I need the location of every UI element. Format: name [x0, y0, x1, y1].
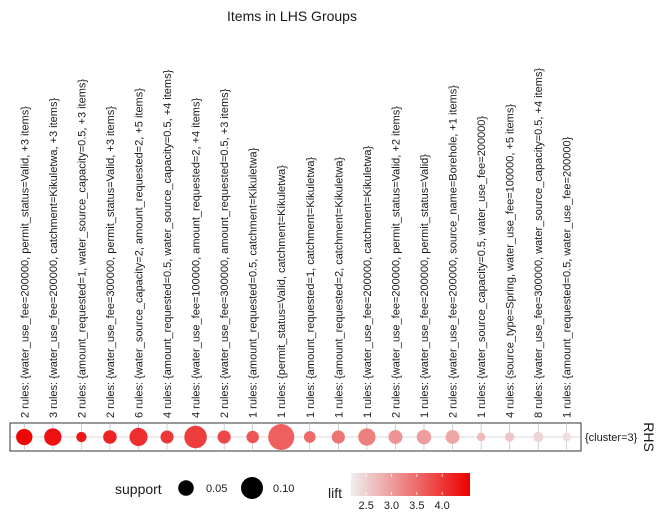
lift-color-bar — [351, 473, 470, 496]
support-legend-label-small: 0.05 — [206, 483, 227, 495]
lhs-group-label: 1 rules: {amount_requested=0.5, catchmen… — [248, 147, 260, 418]
lift-legend-tick-label: 4.0 — [435, 500, 450, 512]
lhs-group-label: 1 rules: {permit_status=Valid, catchment… — [276, 165, 288, 418]
data-point — [331, 430, 345, 444]
data-point — [16, 428, 33, 446]
lhs-group-label: 1 rules: {water_use_fee=200000, catchmen… — [362, 146, 374, 418]
lhs-group-label: 4 rules: {source_type=Spring, water_use_… — [505, 104, 517, 418]
lhs-group-label: 2 rules: {amount_requested=1, water_sour… — [76, 79, 88, 418]
lhs-group-label: 4 rules: {amount_requested=0.5, water_so… — [162, 69, 174, 418]
lhs-group-label: 2 rules: {water_use_fee=300000, permit_s… — [105, 106, 117, 418]
lift-legend-ticks: 2.5 3.0 3.5 4.0 — [359, 474, 450, 512]
lhs-group-labels: 2 rules: {water_use_fee=200000, permit_s… — [19, 68, 573, 418]
data-point — [504, 432, 515, 442]
data-point — [445, 430, 460, 444]
lhs-group-label: 2 rules: {water_use_fee=200000, permit_s… — [19, 106, 31, 418]
data-point — [129, 427, 148, 447]
lift-legend-title: lift — [328, 485, 342, 501]
lift-legend-tick-label: 3.5 — [409, 500, 424, 512]
plot-panel — [9, 422, 582, 452]
rhs-axis-title: RHS — [641, 422, 656, 452]
data-point — [268, 423, 295, 451]
data-point — [358, 428, 376, 446]
lhs-group-label: 3 rules: {water_use_fee=200000, catchmen… — [48, 98, 60, 418]
lhs-group-label: 2 rules: {water_use_fee=200000, source_n… — [448, 85, 460, 418]
lhs-group-label: 4 rules: {water_use_fee=100000, amount_r… — [191, 98, 203, 418]
lhs-group-label: 2 rules: {water_use_fee=200000, permit_s… — [390, 106, 402, 418]
data-point — [76, 431, 87, 443]
data-point — [416, 429, 432, 445]
lhs-group-label: 1 rules: {amount_requested=0.5, water_us… — [562, 136, 574, 418]
data-point — [184, 425, 207, 449]
lhs-group-label: 1 rules: {water_use_fee=200000, permit_s… — [419, 154, 431, 418]
data-point — [476, 432, 486, 442]
data-point — [246, 430, 259, 444]
lift-legend-tick-label: 3.0 — [384, 500, 399, 512]
lhs-group-label: 1 rules: {amount_requested=2, catchment=… — [333, 157, 345, 418]
support-legend-label-large: 0.10 — [273, 483, 294, 495]
data-points — [16, 423, 572, 451]
data-point — [388, 430, 403, 444]
support-legend-key-large — [241, 477, 263, 499]
support-legend: support 0.05 0.10 — [115, 477, 294, 499]
data-point — [103, 430, 117, 444]
chart-title: Items in LHS Groups — [227, 8, 357, 24]
lhs-group-label: 6 rules: {water_source_capacity=2, amoun… — [133, 88, 145, 418]
data-point — [533, 431, 544, 443]
lhs-group-label: 8 rules: {water_use_fee=300000, water_so… — [533, 68, 545, 418]
lift-legend: lift 2.5 3.0 3.5 4.0 — [328, 473, 470, 512]
data-point — [562, 432, 572, 442]
data-point — [217, 430, 231, 444]
data-point — [303, 431, 316, 443]
support-legend-key-small — [178, 480, 194, 496]
lhs-group-label: 1 rules: {water_source_capacity=0.5, wat… — [476, 116, 488, 418]
lhs-group-label: 1 rules: {amount_requested=1, catchment=… — [305, 157, 317, 418]
data-point — [160, 430, 174, 444]
lhs-group-label: 2 rules: {water_use_fee=300000, amount_r… — [219, 88, 231, 418]
rhs-category-label: {cluster=3} — [585, 432, 638, 444]
support-legend-title: support — [115, 481, 162, 497]
lift-legend-tick-label: 2.5 — [359, 500, 374, 512]
data-point — [44, 428, 62, 446]
